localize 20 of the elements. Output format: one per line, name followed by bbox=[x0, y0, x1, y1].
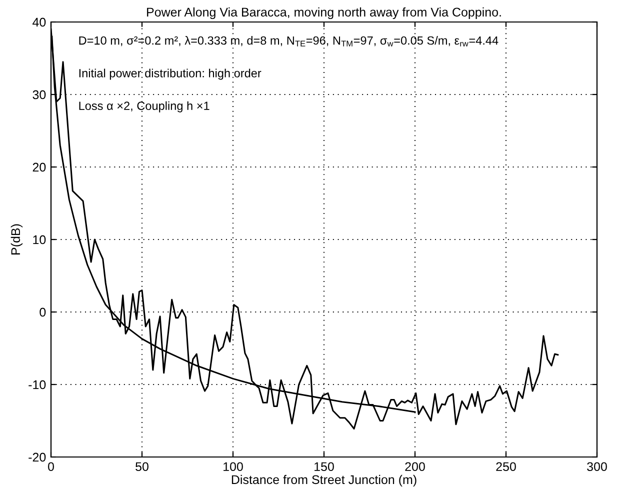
annotation: Loss α ×2, Coupling h ×1 bbox=[79, 101, 210, 112]
y-axis-title: P(dB) bbox=[10, 224, 23, 254]
y-tick-label: 30 bbox=[32, 90, 46, 100]
x-tick-label: 150 bbox=[314, 462, 334, 472]
x-tick-label: 100 bbox=[224, 462, 243, 472]
x-axis-title: Distance from Street Junction (m) bbox=[232, 474, 416, 487]
y-tick-label: 20 bbox=[32, 162, 46, 172]
x-tick-label: 200 bbox=[405, 462, 425, 472]
annotation: Initial power distribution: high order bbox=[79, 68, 262, 80]
text: D=10 m, σ²=0.2 m², λ=0.333 m, d=8 m, N$_{TE}$=96, N$_{TM}$=97, σ$_{w}$=0.05 S/m, ε$_{rw}$=4.44 bbox=[79, 36, 498, 46]
x-tick-label: 300 bbox=[587, 462, 607, 472]
x-tick-label: 50 bbox=[136, 462, 148, 472]
y-tick-label: 0 bbox=[40, 308, 46, 317]
x-tick-label: 0 bbox=[48, 462, 54, 472]
chart-title: Power Along Via Baracca, moving north away from Via Coppino. bbox=[147, 7, 501, 20]
y-tick-label: 10 bbox=[33, 235, 46, 244]
y-tick-label: 40 bbox=[32, 18, 46, 27]
y-tick-label: -10 bbox=[28, 380, 46, 390]
y-tick-label: -20 bbox=[28, 452, 46, 462]
x-tick-label: 250 bbox=[496, 462, 516, 472]
